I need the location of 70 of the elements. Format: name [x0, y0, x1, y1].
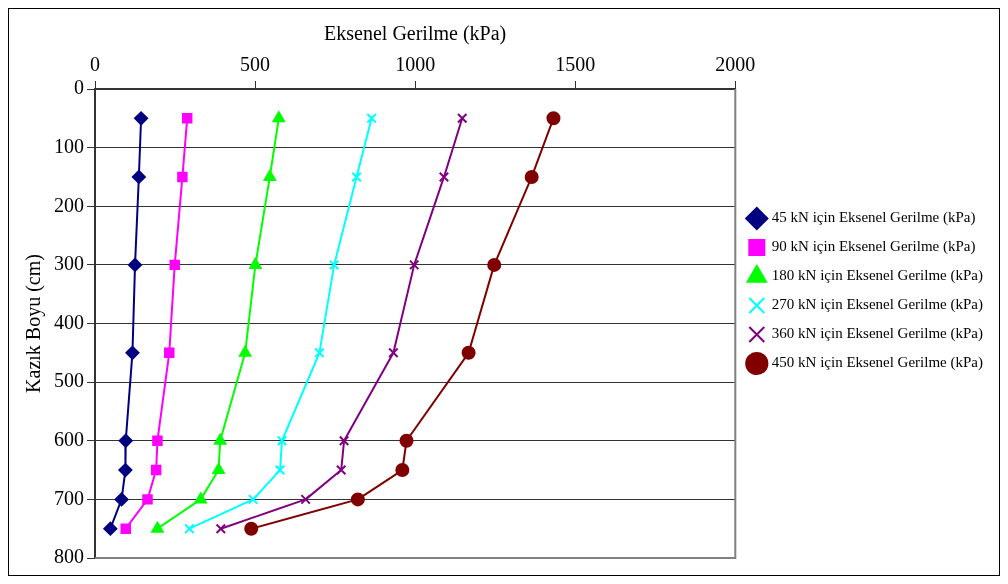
- point: [152, 435, 163, 446]
- point: [300, 494, 311, 505]
- legend-label: 270 kN için Eksenel Gerilme (kPa): [771, 296, 984, 314]
- point: [120, 523, 131, 534]
- point: [408, 259, 420, 271]
- point: [103, 521, 118, 536]
- legend-label: 450 kN için Eksenel Gerilme (kPa): [771, 354, 984, 372]
- legend-label: 360 kN için Eksenel Gerilme (kPa): [771, 325, 984, 343]
- y-tick-label: 200: [54, 193, 84, 216]
- y-tick-label: 700: [54, 486, 84, 509]
- point: [314, 347, 325, 359]
- point: [350, 492, 365, 507]
- x-tick-label: 1500: [555, 53, 596, 76]
- point: [395, 463, 410, 478]
- point: [134, 111, 149, 126]
- point: [351, 171, 362, 183]
- point: [181, 113, 193, 124]
- legend-label: 180 kN için Eksenel Gerilme (kPa): [771, 267, 984, 285]
- point: [151, 521, 164, 533]
- point: [118, 433, 133, 448]
- point: [169, 259, 180, 271]
- point: [164, 347, 175, 359]
- point: [114, 492, 129, 507]
- point: [328, 259, 340, 271]
- y-tick-label: 100: [54, 134, 84, 157]
- point: [247, 494, 259, 505]
- point: [128, 257, 143, 272]
- point: [263, 169, 276, 181]
- point: [212, 463, 225, 475]
- y-axis-title: Kazık Boyu (cm): [22, 254, 46, 393]
- legend-label: 45 kN için Eksenel Gerilme (kPa): [771, 209, 976, 227]
- point: [456, 113, 468, 124]
- x-tick-label: 1000: [395, 53, 436, 76]
- point: [118, 463, 133, 478]
- point: [335, 464, 347, 476]
- y-tick-label: 600: [54, 428, 84, 450]
- point: [177, 171, 188, 183]
- point: [249, 257, 262, 269]
- y-tick-label: 400: [54, 310, 84, 333]
- point: [238, 345, 252, 357]
- point: [244, 521, 259, 536]
- point: [438, 171, 450, 183]
- y-tick-label: 0: [74, 76, 84, 99]
- legend-label: 90 kN için Eksenel Gerilme (kPa): [771, 238, 976, 256]
- point: [546, 111, 561, 126]
- x-tick-label: 0: [90, 53, 100, 76]
- point: [125, 345, 140, 360]
- point: [213, 433, 227, 445]
- point: [142, 494, 153, 505]
- point: [150, 464, 162, 476]
- y-tick-label: 800: [54, 545, 84, 568]
- y-tick-label: 300: [54, 252, 84, 275]
- x-tick-label: 2000: [715, 53, 756, 76]
- point: [215, 523, 227, 534]
- point: [487, 257, 502, 272]
- point: [388, 347, 399, 359]
- point: [276, 435, 288, 446]
- point: [131, 169, 146, 184]
- point: [461, 345, 476, 360]
- point: [338, 435, 350, 446]
- point: [184, 523, 195, 534]
- point: [399, 433, 414, 448]
- point: [194, 492, 207, 504]
- point: [274, 464, 286, 476]
- x-axis-title: Eksenel Gerilme (kPa): [324, 22, 507, 46]
- x-tick-label: 500: [240, 53, 271, 76]
- point: [524, 169, 539, 184]
- y-tick-label: 500: [54, 369, 84, 392]
- point: [366, 113, 377, 124]
- point: [272, 111, 285, 123]
